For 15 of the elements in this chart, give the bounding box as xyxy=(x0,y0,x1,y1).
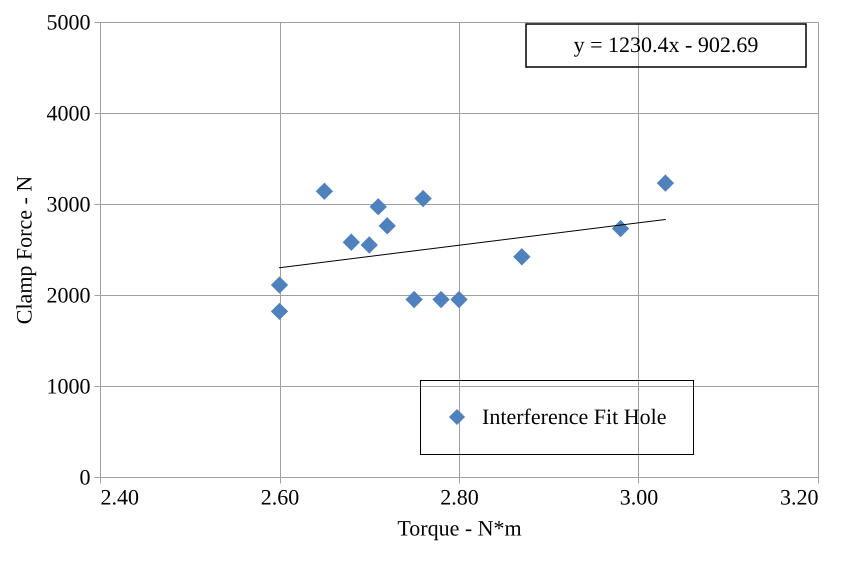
y-tick-label: 3000 xyxy=(46,192,90,216)
annotation: y = 1230.4x - 902.69 xyxy=(574,32,758,57)
legend-label: Interference Fit Hole xyxy=(482,404,666,429)
y-tick-label: 2000 xyxy=(46,282,90,308)
y-axis-title: Clamp Force - N xyxy=(12,176,36,324)
x-tick-label: 3.20 xyxy=(780,484,818,510)
y-tick-label: 0 xyxy=(80,464,90,490)
x-tick-label: 2.60 xyxy=(260,484,300,510)
y-tick-label: 5000 xyxy=(46,10,90,34)
y-tick-label: 4000 xyxy=(46,100,90,126)
x-tick-label: 2.80 xyxy=(440,484,479,510)
x-tick-label: 2.40 xyxy=(100,484,139,510)
x-tick-label: 3.00 xyxy=(620,484,658,510)
y-tick-label: 1000 xyxy=(46,374,90,398)
x-axis-title: Torque - N*m xyxy=(397,516,522,540)
